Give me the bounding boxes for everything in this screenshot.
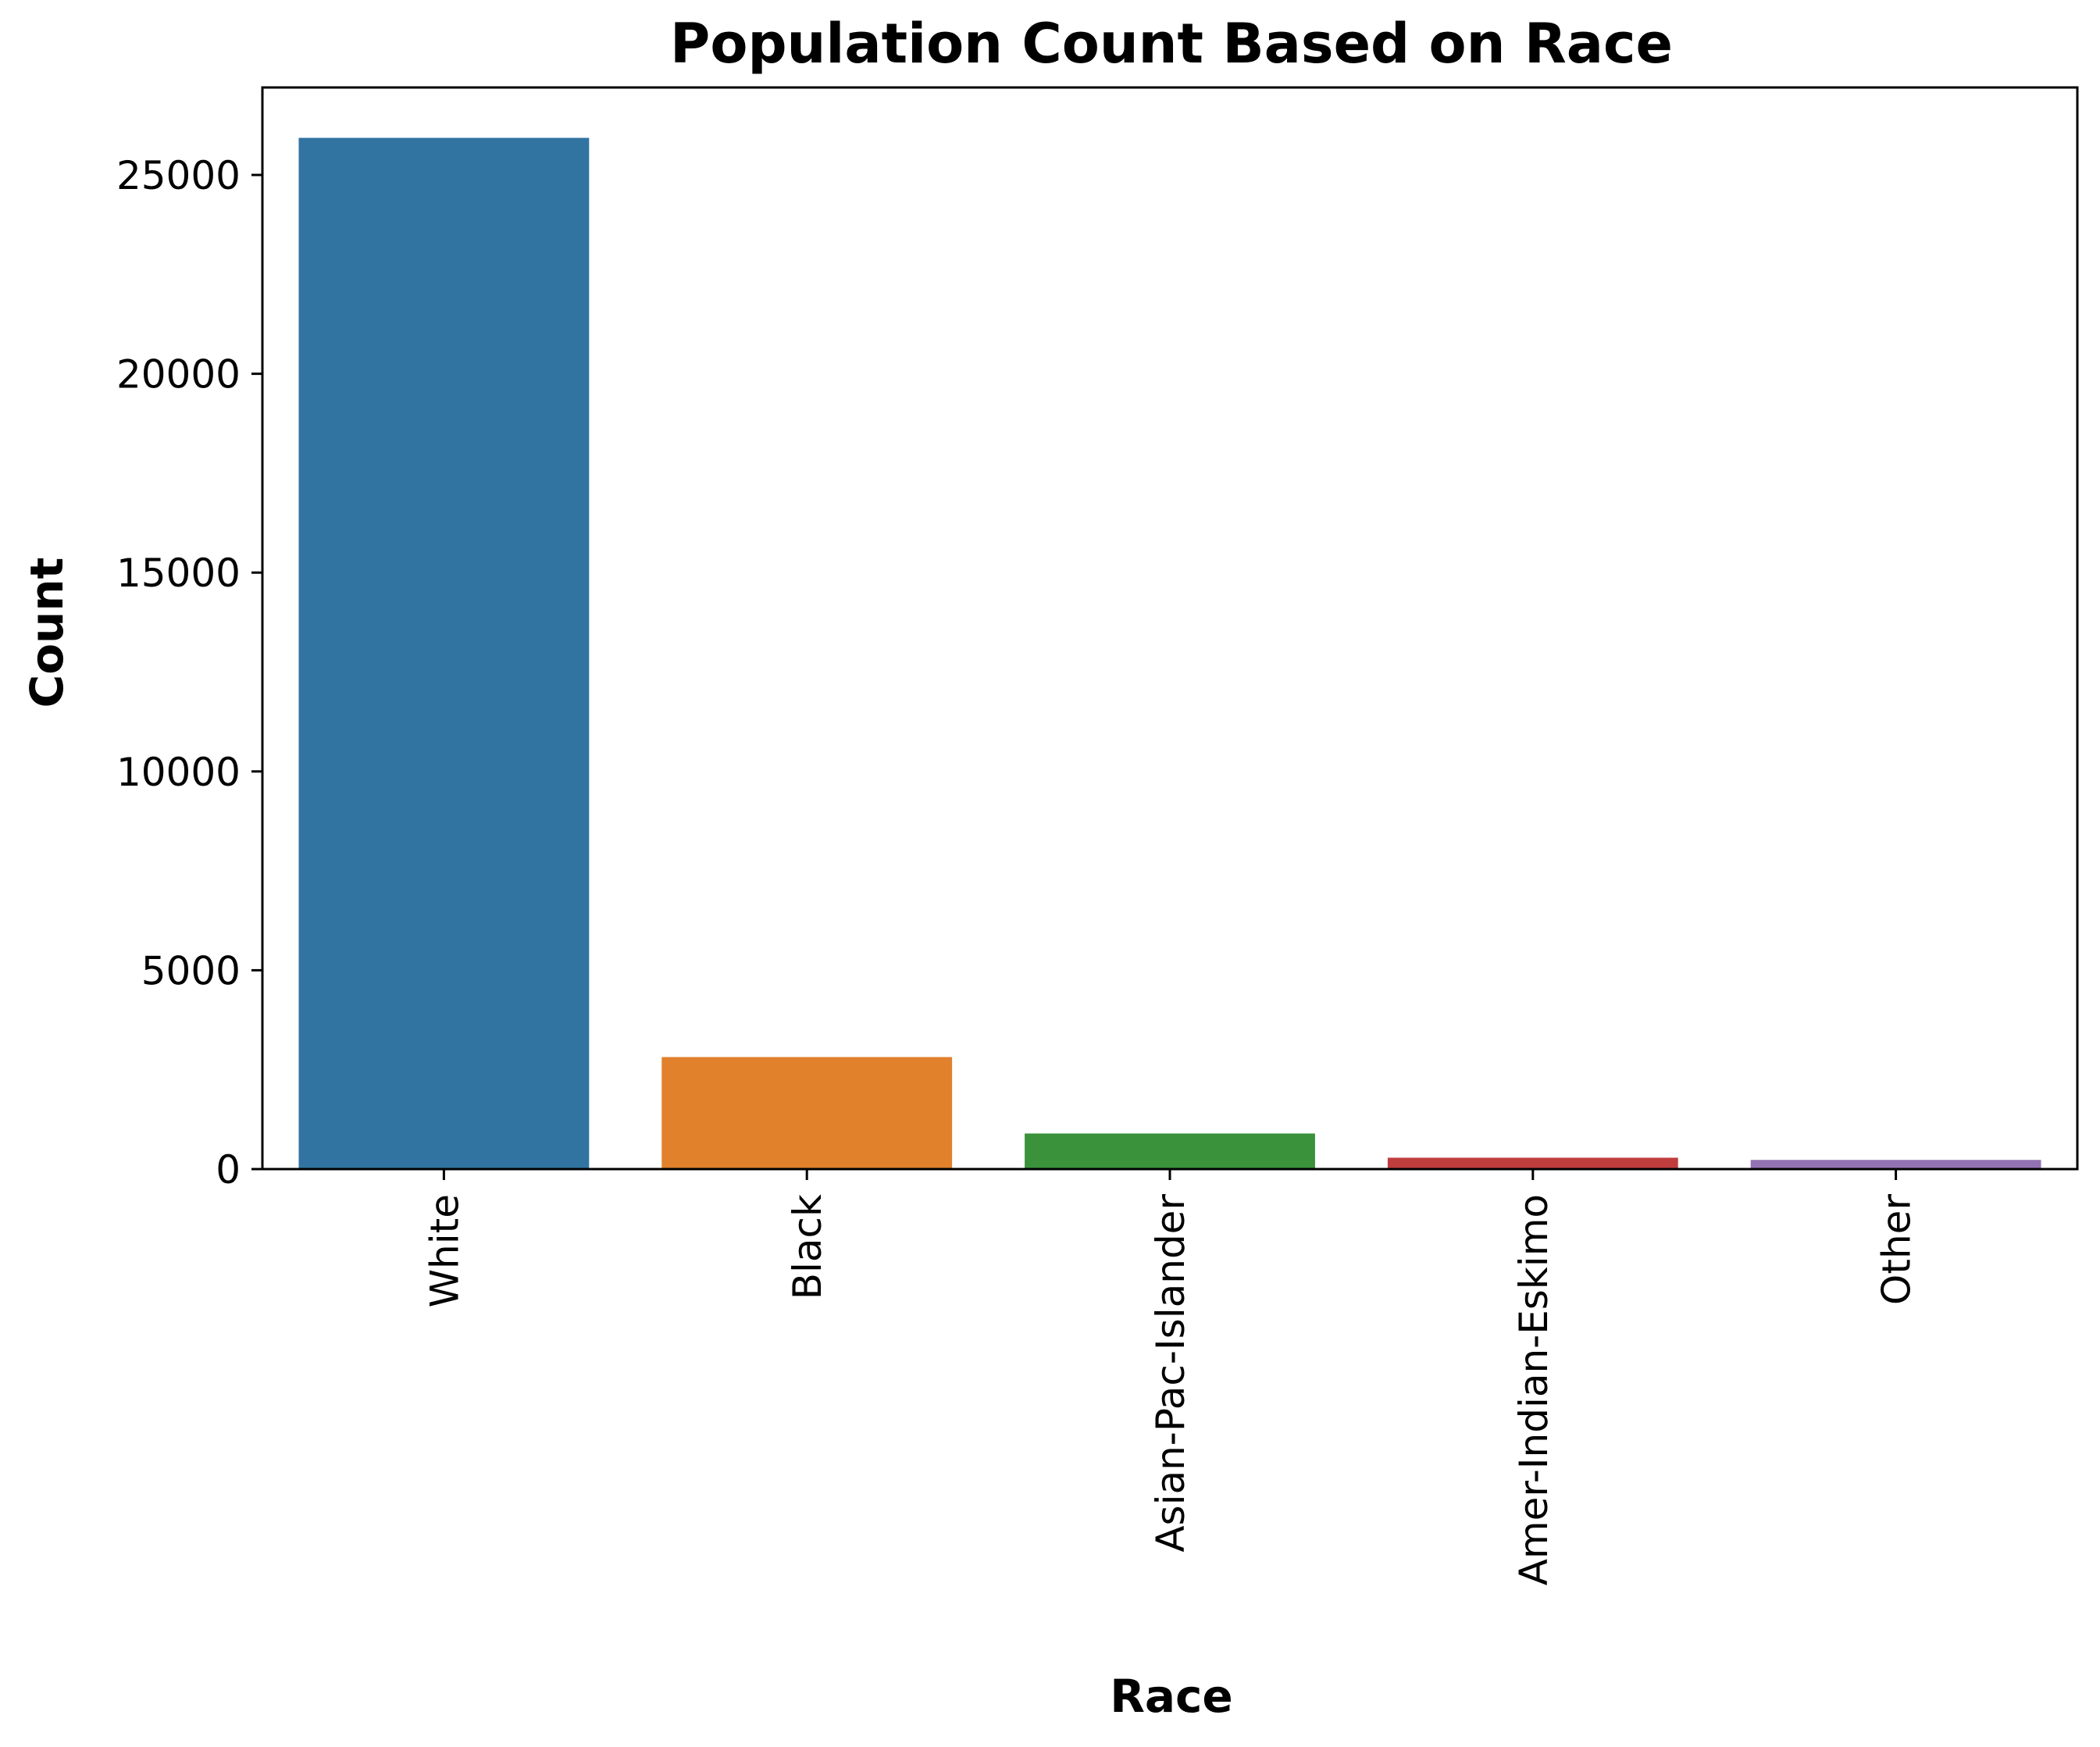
x-tick-label: Asian-Pac-Islander	[1148, 1194, 1193, 1553]
y-tick-label: 15000	[116, 551, 241, 596]
x-tick-label: Amer-Indian-Eskimo	[1511, 1194, 1556, 1585]
x-tick-label: White	[422, 1194, 467, 1307]
bars	[298, 137, 2041, 1169]
y-axis-ticks: 0 5000 10000 15000 20000 25000	[116, 153, 262, 1193]
bar-white	[298, 137, 590, 1169]
x-axis-label: Race	[1110, 1670, 1233, 1723]
y-axis-label: Count	[20, 558, 73, 708]
x-axis-ticks: White Black Asian-Pac-Islander Amer-Indian-…	[422, 1169, 1920, 1585]
y-tick-label: 10000	[116, 750, 241, 795]
x-tick-label: Black	[785, 1194, 830, 1300]
bar-asian-pac-islander	[1025, 1133, 1315, 1169]
y-tick-label: 20000	[116, 352, 241, 398]
y-tick-label: 5000	[141, 948, 241, 993]
plot-frame	[261, 86, 2079, 1171]
y-tick-label: 0	[216, 1147, 241, 1193]
chart-title: Population Count Based on Race	[670, 12, 1673, 76]
bar-black	[661, 1057, 953, 1169]
y-tick-label: 25000	[116, 153, 241, 198]
bar-amer-indian-eskimo	[1387, 1157, 1678, 1169]
bar-other	[1750, 1160, 2041, 1169]
x-tick-label: Other	[1874, 1194, 1920, 1305]
